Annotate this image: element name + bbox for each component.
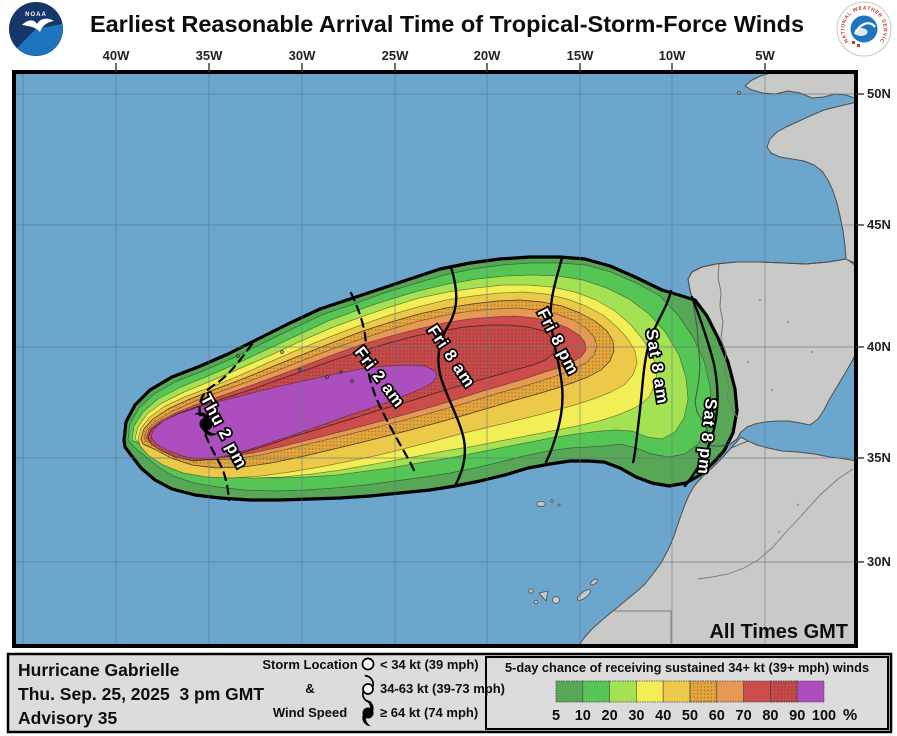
nws-logo: NATIONAL WEATHER SERVICE <box>836 1 892 57</box>
wind-class-low: < 34 kt (39 mph) <box>380 657 479 672</box>
land-france <box>766 101 856 265</box>
land-africa <box>578 436 856 646</box>
colorbar-tick: 90 <box>789 708 805 724</box>
colorbar-cell-60 <box>716 680 744 703</box>
lon-label-20w: 20W <box>474 48 501 63</box>
colorbar-unit: % <box>843 707 857 724</box>
probability-legend-box <box>485 656 889 730</box>
location-legend-line2: & <box>305 681 314 696</box>
hurricane-symbol <box>194 412 218 436</box>
probability-legend-title: 5-day chance of receiving sustained 34+ … <box>505 660 869 675</box>
wind-swath <box>122 255 739 502</box>
colorbar-cell-30 <box>636 680 664 703</box>
lat-label-35n: 35N <box>867 450 891 465</box>
location-legend-line1: Storm Location <box>262 657 357 672</box>
lon-label-30w: 30W <box>289 48 316 63</box>
noaa-logo: NOAA <box>9 2 63 56</box>
colorbar-ticks: 5 10 20 30 40 50 60 70 80 90 100 % <box>552 707 857 724</box>
legend-strip: Hurricane Gabrielle Thu. Sep. 25, 2025 3… <box>6 652 893 734</box>
colorbar-cell-90 <box>796 680 825 703</box>
noaa-logo-text: NOAA <box>25 12 47 18</box>
lat-label-40n: 40N <box>867 339 891 354</box>
contour-sat-8pm <box>683 295 719 488</box>
colorbar-tick: 30 <box>628 708 644 724</box>
storm-name: Hurricane Gabrielle <box>18 660 180 680</box>
colorbar-tick: 100 <box>812 708 836 724</box>
symbol-tropical-storm-icon <box>362 674 374 704</box>
map: Thu 2 pm Fri 2 am Fri 8 am Fri 8 pm Sat … <box>12 48 891 648</box>
colorbar-tick: 60 <box>709 708 725 724</box>
colorbar-tick: 50 <box>682 708 698 724</box>
location-legend-line3: Wind Speed <box>273 705 347 720</box>
islands-canary <box>528 578 598 605</box>
colorbar-cell-70 <box>743 680 771 703</box>
lat-label-50n: 50N <box>867 86 891 101</box>
longitude-axis: 40W 35W 30W 25W 20W 15W 10W 5W <box>103 48 775 72</box>
inland-water-specks <box>746 188 826 534</box>
colorbar-tick: 40 <box>655 708 671 724</box>
lat-label-30n: 30N <box>867 554 891 569</box>
landmasses <box>528 72 856 646</box>
colorbar-tick: 20 <box>602 708 618 724</box>
lon-label-5w: 5W <box>755 48 775 63</box>
all-times-note: All Times GMT <box>709 621 848 643</box>
lon-label-15w: 15W <box>567 48 594 63</box>
wind-class-ts: 34-63 kt (39-73 mph) <box>380 681 505 696</box>
colorbar-tick: 70 <box>736 708 752 724</box>
lon-label-25w: 25W <box>382 48 409 63</box>
page-title: Earliest Reasonable Arrival Time of Trop… <box>90 11 804 37</box>
storm-advisory: Advisory 35 <box>18 708 117 728</box>
lon-label-10w: 10W <box>659 48 686 63</box>
map-frame <box>12 70 858 648</box>
symbol-low-icon <box>361 657 375 671</box>
swath-band-90pct <box>150 364 438 460</box>
islands-azores <box>236 350 354 383</box>
colorbar-tick: 10 <box>575 708 591 724</box>
lat-label-45n: 45N <box>867 217 891 232</box>
storm-location-legend: Storm Location & Wind Speed < 34 kt (39 … <box>262 657 505 727</box>
contour-fri-2am <box>349 291 417 475</box>
colorbar-cell-10 <box>582 680 610 703</box>
colorbar-cell-20 <box>609 680 637 703</box>
colorbar-cell-40 <box>662 680 691 703</box>
nws-swirl-icon <box>853 22 876 35</box>
header: NOAA Earliest Reasonable Arrival Time of… <box>9 1 892 57</box>
graticule <box>14 72 856 646</box>
noaa-gull-icon <box>22 18 54 32</box>
wind-class-hurricane: ≥ 64 kt (74 mph) <box>380 705 478 720</box>
probability-colorbar <box>555 680 825 703</box>
probability-legend: 5-day chance of receiving sustained 34+ … <box>485 656 889 730</box>
contour-fri-8am <box>437 265 467 486</box>
contour-sat-8am <box>631 289 673 464</box>
latitude-axis: 50N 45N 40N 35N 30N <box>856 86 891 569</box>
storm-info: Hurricane Gabrielle Thu. Sep. 25, 2025 3… <box>18 660 264 728</box>
lon-label-40w: 40W <box>103 48 130 63</box>
colorbar-tick: 80 <box>762 708 778 724</box>
colorbar-tick: 5 <box>552 708 560 724</box>
islands-madeira <box>536 499 561 507</box>
colorbar-cell-5 <box>555 680 584 703</box>
storm-datetime: Thu. Sep. 25, 2025 3 pm GMT <box>18 684 264 704</box>
contour-fri-8pm <box>544 256 564 464</box>
symbol-hurricane-icon <box>362 699 374 727</box>
lon-label-35w: 35W <box>196 48 223 63</box>
